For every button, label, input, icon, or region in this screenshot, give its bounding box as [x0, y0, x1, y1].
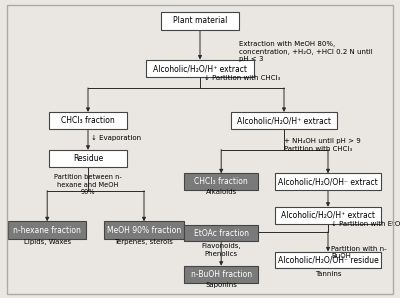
Text: Alcoholic/H₂O/H⁺ extract: Alcoholic/H₂O/H⁺ extract [237, 116, 331, 125]
Text: Plant material: Plant material [173, 16, 227, 25]
Text: n-hexane fraction: n-hexane fraction [13, 226, 81, 235]
Text: EtOAc fraction: EtOAc fraction [194, 229, 249, 238]
Text: Alcoholic/H₂O/OH⁻ extract: Alcoholic/H₂O/OH⁻ extract [278, 177, 378, 186]
FancyBboxPatch shape [275, 173, 381, 190]
Text: ↓ Partition with CHCl₃: ↓ Partition with CHCl₃ [204, 75, 280, 81]
FancyBboxPatch shape [184, 173, 258, 190]
Text: Flavonoids,
Phenolics: Flavonoids, Phenolics [201, 243, 241, 257]
Text: Terpenes, sterols: Terpenes, sterols [114, 239, 174, 245]
Text: Partition between n-
hexane and MeOH
90%: Partition between n- hexane and MeOH 90% [54, 174, 122, 195]
Text: ↓ Partition with EtOAC: ↓ Partition with EtOAC [331, 221, 400, 226]
Text: Alkaloids: Alkaloids [206, 189, 237, 195]
FancyBboxPatch shape [146, 60, 254, 77]
Text: Saponins: Saponins [205, 282, 237, 288]
FancyBboxPatch shape [49, 150, 127, 167]
FancyBboxPatch shape [275, 252, 381, 268]
Text: Lipids, Waxes: Lipids, Waxes [24, 239, 71, 245]
Text: Extraction with MeOH 80%,
concentration, +H₂O, +HCl 0.2 N until
pH < 3: Extraction with MeOH 80%, concentration,… [239, 41, 373, 62]
Text: CHCl₃ fraction: CHCl₃ fraction [61, 116, 115, 125]
Text: Alcoholic/H₂O/H⁺ extract: Alcoholic/H₂O/H⁺ extract [281, 211, 375, 220]
Text: MeOH 90% fraction: MeOH 90% fraction [107, 226, 181, 235]
FancyBboxPatch shape [49, 112, 127, 129]
FancyBboxPatch shape [275, 207, 381, 224]
Text: Partition with n-
BuOH: Partition with n- BuOH [331, 246, 387, 259]
Text: Alcoholic/H₂O/OH⁻ residue: Alcoholic/H₂O/OH⁻ residue [278, 255, 378, 264]
FancyBboxPatch shape [184, 266, 258, 283]
Text: Tannins: Tannins [315, 271, 341, 277]
Text: n-BuOH fraction: n-BuOH fraction [191, 270, 252, 279]
Text: Alcoholic/H₂O/H⁺ extract: Alcoholic/H₂O/H⁺ extract [153, 64, 247, 73]
Text: + NH₄OH until pH > 9
Partition with CHCl₃: + NH₄OH until pH > 9 Partition with CHCl… [284, 138, 361, 152]
FancyBboxPatch shape [231, 112, 337, 129]
Text: Residue: Residue [73, 154, 103, 163]
FancyBboxPatch shape [8, 221, 86, 239]
FancyBboxPatch shape [161, 12, 239, 30]
Text: CHCl₃ fraction: CHCl₃ fraction [194, 177, 248, 186]
FancyBboxPatch shape [104, 221, 184, 239]
FancyBboxPatch shape [184, 225, 258, 241]
Text: ↓ Evaporation: ↓ Evaporation [91, 135, 141, 141]
